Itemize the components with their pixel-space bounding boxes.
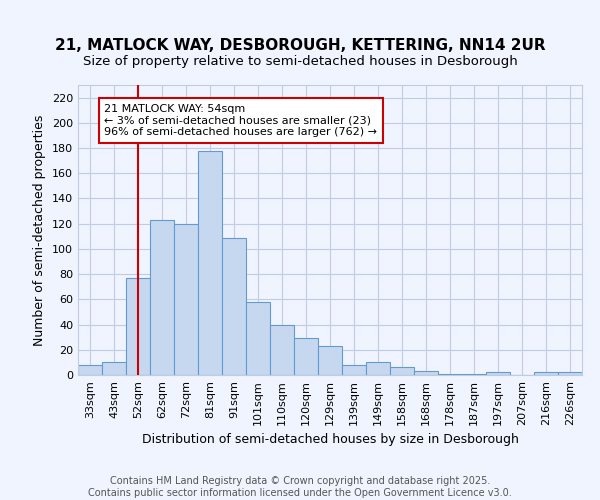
Bar	[486, 372, 510, 375]
Bar	[558, 372, 582, 375]
Text: Contains HM Land Registry data © Crown copyright and database right 2025.
Contai: Contains HM Land Registry data © Crown c…	[88, 476, 512, 498]
Bar	[78, 365, 102, 375]
Text: 21 MATLOCK WAY: 54sqm
← 3% of semi-detached houses are smaller (23)
96% of semi-: 21 MATLOCK WAY: 54sqm ← 3% of semi-detac…	[104, 104, 377, 137]
Bar	[150, 220, 174, 375]
Bar	[126, 278, 150, 375]
Bar	[342, 365, 366, 375]
Bar	[198, 150, 222, 375]
Bar	[102, 362, 126, 375]
Bar	[174, 224, 198, 375]
Bar	[222, 238, 246, 375]
Bar	[438, 374, 462, 375]
Text: 21, MATLOCK WAY, DESBOROUGH, KETTERING, NN14 2UR: 21, MATLOCK WAY, DESBOROUGH, KETTERING, …	[55, 38, 545, 52]
Bar	[390, 368, 414, 375]
Bar	[318, 346, 342, 375]
Bar	[270, 324, 294, 375]
Bar	[462, 374, 486, 375]
Bar	[246, 302, 270, 375]
Bar	[366, 362, 390, 375]
Text: Size of property relative to semi-detached houses in Desborough: Size of property relative to semi-detach…	[83, 54, 517, 68]
Y-axis label: Number of semi-detached properties: Number of semi-detached properties	[34, 114, 46, 346]
X-axis label: Distribution of semi-detached houses by size in Desborough: Distribution of semi-detached houses by …	[142, 433, 518, 446]
Bar	[534, 372, 558, 375]
Bar	[414, 371, 438, 375]
Bar	[294, 338, 318, 375]
